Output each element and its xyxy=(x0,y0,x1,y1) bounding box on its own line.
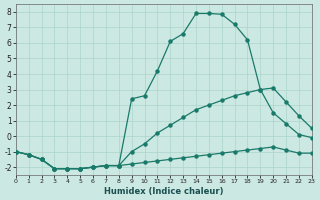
X-axis label: Humidex (Indice chaleur): Humidex (Indice chaleur) xyxy=(104,187,224,196)
